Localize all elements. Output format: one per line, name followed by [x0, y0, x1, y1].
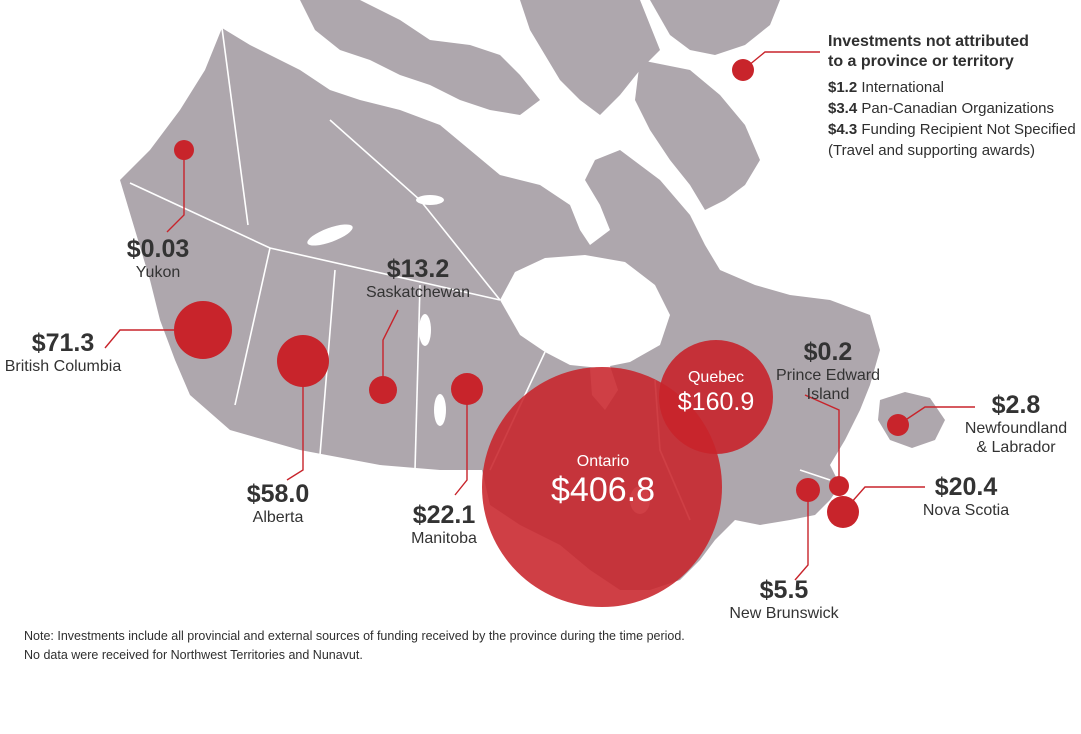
nl-name-line2: & Labrador	[976, 439, 1056, 456]
legend-title-line1: Investments not attributed	[828, 33, 1029, 50]
label-yukon: $0.03 Yukon	[118, 236, 198, 282]
legend-item-label: Funding Recipient Not Specified	[861, 121, 1076, 138]
legend-item-not-specified: $4.3 Funding Recipient Not Specified	[828, 119, 1076, 140]
ns-amount: $20.4	[934, 473, 998, 501]
footnote: Note: Investments include all provincial…	[24, 627, 685, 665]
label-pei: $0.2 Prince Edward Island	[770, 339, 886, 404]
manitoba-amount: $22.1	[412, 501, 476, 529]
quebec-name: Quebec	[687, 369, 745, 386]
legend-subnote: (Travel and supporting awards)	[828, 142, 1036, 159]
nl-name-line1: Newfoundland	[964, 420, 1068, 437]
legend-item-label: Pan-Canadian Organizations	[861, 100, 1054, 117]
bubble-ontario	[482, 367, 722, 607]
bubble-unattributed	[732, 59, 754, 81]
hudson-bay	[500, 255, 670, 368]
alberta-name: Alberta	[252, 509, 304, 526]
label-alberta: $58.0 Alberta	[228, 481, 328, 527]
legend-item-value: $3.4	[828, 100, 858, 117]
label-manitoba: $22.1 Manitoba	[396, 502, 492, 548]
yukon-amount: $0.03	[126, 235, 190, 263]
footnote-line2: No data were received for Northwest Terr…	[24, 648, 363, 662]
leader-lines	[104, 51, 975, 581]
arctic-islands-central	[520, 0, 660, 115]
ellesmere-island	[650, 0, 780, 55]
label-ontario: Ontario $406.8	[530, 452, 676, 509]
legend-item-international: $1.2 International	[828, 77, 1076, 98]
pei-name-line1: Prince Edward	[775, 367, 881, 384]
nb-amount: $5.5	[759, 576, 809, 604]
bubble-yukon	[174, 140, 194, 160]
bubble-pei	[829, 476, 849, 496]
bubble-alberta	[277, 335, 329, 387]
manitoba-name: Manitoba	[411, 530, 477, 547]
bubble-quebec	[659, 340, 773, 454]
bubble-nl	[887, 414, 909, 436]
bubble-bc	[174, 301, 232, 359]
nl-amount: $2.8	[991, 391, 1041, 419]
alberta-amount: $58.0	[246, 480, 310, 508]
ontario-amount: $406.8	[551, 471, 655, 509]
legend-title: Investments not attributed to a province…	[828, 32, 1076, 72]
label-nl: $2.8 Newfoundland & Labrador	[960, 392, 1072, 457]
label-saskatchewan: $13.2 Saskatchewan	[358, 256, 478, 302]
pei-amount: $0.2	[803, 338, 853, 366]
bc-name: British Columbia	[4, 358, 122, 375]
legend-item-value: $4.3	[828, 121, 858, 138]
bubble-nb	[796, 478, 820, 502]
arctic-islands-west	[300, 0, 540, 115]
legend-item-label: International	[861, 79, 944, 96]
label-ns: $20.4 Nova Scotia	[916, 474, 1016, 520]
label-nb: $5.5 New Brunswick	[724, 577, 844, 623]
bubble-manitoba	[451, 373, 483, 405]
label-bc: $71.3 British Columbia	[0, 330, 126, 376]
baffin-island	[635, 60, 760, 210]
legend-title-line2: to a province or territory	[828, 53, 1014, 70]
ontario-name: Ontario	[576, 453, 630, 470]
ns-name: Nova Scotia	[922, 502, 1010, 519]
unattributed-legend: Investments not attributed to a province…	[828, 32, 1076, 161]
bubble-saskatchewan	[369, 376, 397, 404]
newfoundland-island	[878, 392, 945, 448]
bubble-ns	[827, 496, 859, 528]
nb-name: New Brunswick	[729, 605, 839, 622]
legend-item-value: $1.2	[828, 79, 858, 96]
pei-name-line2: Island	[806, 386, 850, 403]
bc-amount: $71.3	[31, 329, 95, 357]
quebec-amount: $160.9	[677, 388, 755, 416]
legend-item-pan-canadian: $3.4 Pan-Canadian Organizations	[828, 98, 1076, 119]
saskatchewan-name: Saskatchewan	[365, 284, 471, 301]
saskatchewan-amount: $13.2	[386, 255, 450, 283]
bubbles	[174, 59, 909, 607]
yukon-name: Yukon	[135, 264, 181, 281]
label-quebec: Quebec $160.9	[666, 368, 766, 417]
footnote-line1: Note: Investments include all provincial…	[24, 629, 685, 643]
